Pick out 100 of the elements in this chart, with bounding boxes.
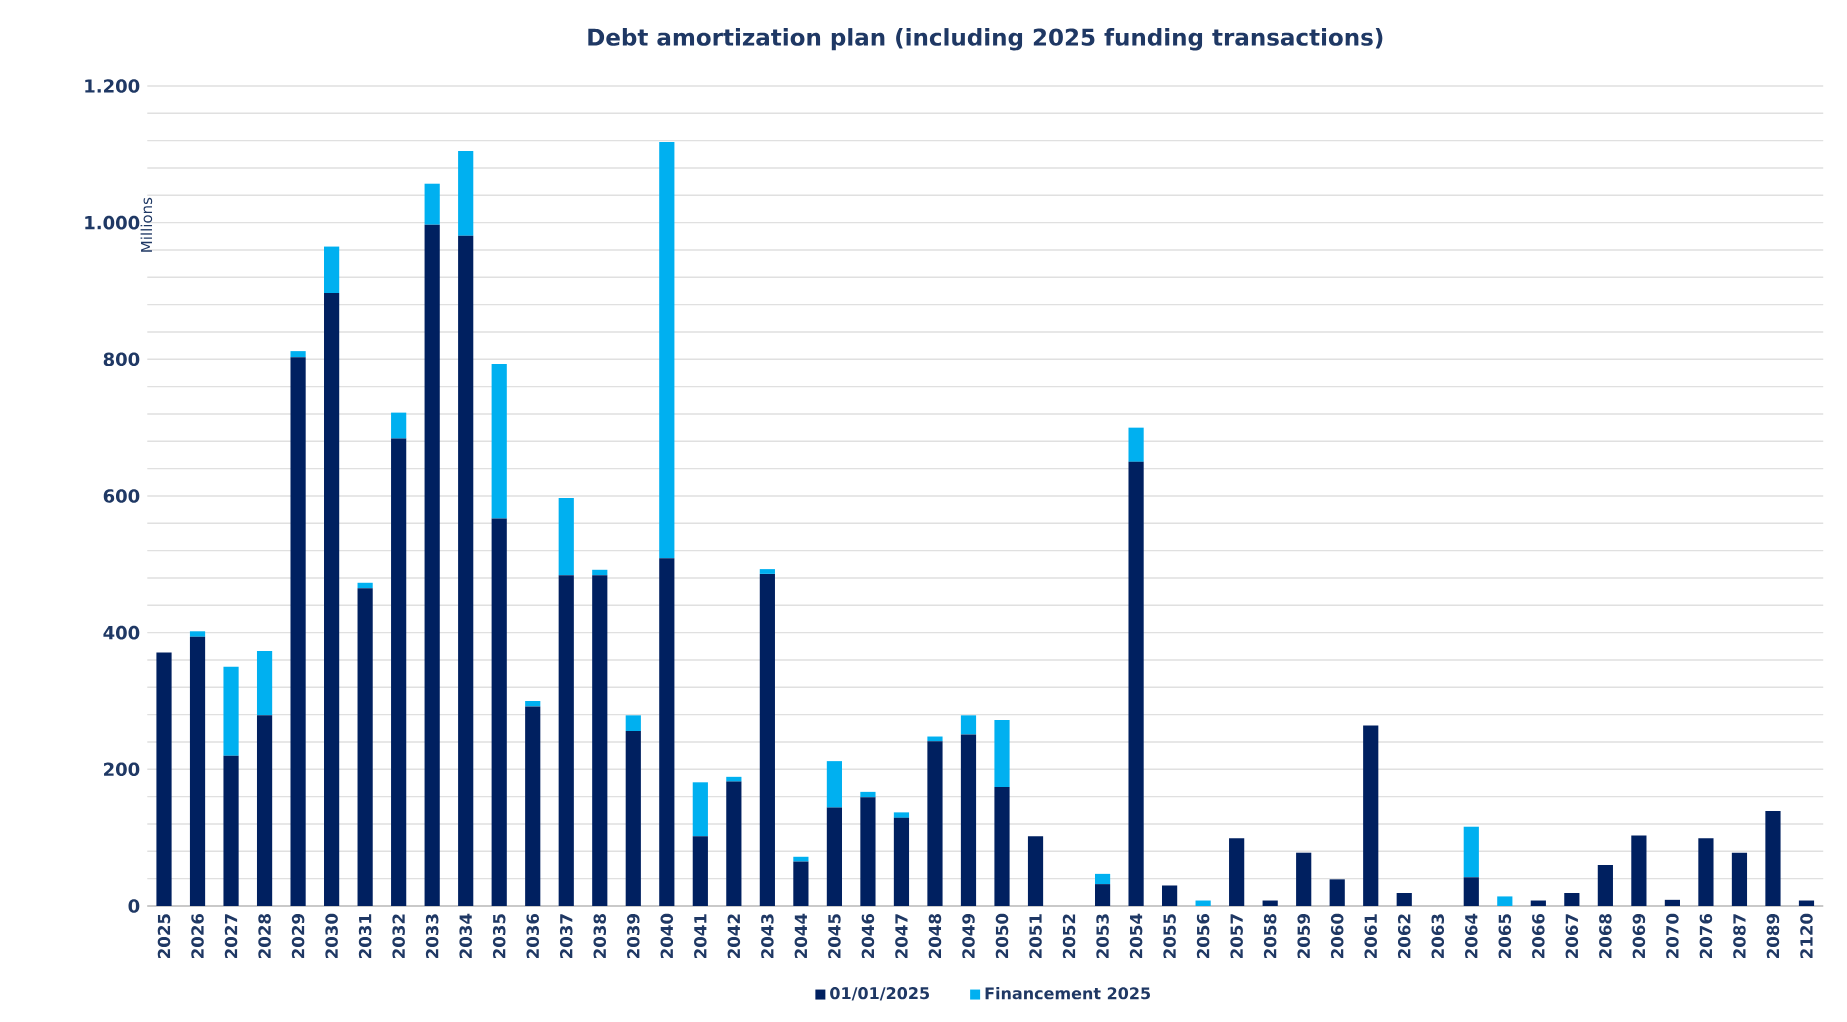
bar bbox=[458, 235, 474, 906]
bar bbox=[1229, 838, 1245, 906]
bar bbox=[1094, 884, 1111, 906]
x-tick-label: 2050 bbox=[995, 913, 1009, 958]
bar bbox=[189, 636, 206, 906]
x-tick-label: 2062 bbox=[1397, 914, 1411, 958]
x-tick-label: 2065 bbox=[1498, 914, 1512, 958]
bar bbox=[1329, 879, 1345, 906]
y-axis-title: Millions bbox=[140, 197, 153, 252]
bar bbox=[927, 741, 943, 906]
x-tick-label: 2054 bbox=[1129, 913, 1143, 958]
x-tick-label: 2027 bbox=[224, 914, 238, 958]
x-tick-label: 2051 bbox=[1029, 914, 1042, 958]
bar bbox=[156, 652, 172, 906]
bar bbox=[491, 518, 507, 906]
bar bbox=[960, 734, 977, 906]
bar bbox=[960, 715, 977, 735]
bar bbox=[759, 569, 775, 574]
bar bbox=[592, 569, 608, 576]
bar bbox=[592, 575, 608, 906]
x-tick-label: 2034 bbox=[459, 913, 472, 958]
x-tick-label: 2057 bbox=[1230, 914, 1243, 958]
bar bbox=[1463, 826, 1479, 878]
x-tick-label: 2028 bbox=[258, 914, 271, 958]
x-tick-label: 2035 bbox=[492, 914, 506, 958]
x-tick-label: 2038 bbox=[593, 914, 607, 958]
x-tick-label: 2033 bbox=[425, 914, 439, 958]
bar bbox=[1463, 877, 1479, 906]
x-tick-label: 2064 bbox=[1465, 913, 1478, 958]
bar bbox=[424, 183, 440, 225]
bar bbox=[1765, 811, 1781, 906]
x-tick-label: 2056 bbox=[1196, 913, 1210, 958]
x-tick-label: 2041 bbox=[694, 914, 707, 958]
x-tick-label: 2055 bbox=[1163, 914, 1176, 958]
x-tick-label: 2089 bbox=[1766, 914, 1780, 958]
bar bbox=[391, 412, 407, 439]
bar bbox=[458, 150, 474, 236]
x-tick-label: 2042 bbox=[727, 914, 741, 958]
bar bbox=[826, 761, 843, 808]
x-tick-label: 2029 bbox=[291, 914, 305, 958]
bar bbox=[1564, 893, 1580, 906]
x-tick-label: 2026 bbox=[191, 913, 204, 958]
bar bbox=[189, 631, 206, 637]
x-tick-label: 2047 bbox=[895, 914, 908, 958]
x-tick-label: 2025 bbox=[157, 914, 171, 958]
bar bbox=[759, 573, 775, 906]
x-tick-label: 2032 bbox=[392, 914, 405, 958]
x-tick-label: 2066 bbox=[1532, 913, 1545, 958]
chart-title: Debt amortization plan (including 2025 funding transactions) bbox=[588, 28, 1383, 51]
x-tick-label: 2058 bbox=[1263, 914, 1277, 958]
bar bbox=[491, 364, 507, 519]
bar bbox=[558, 575, 574, 906]
x-tick-label: 2070 bbox=[1666, 913, 1679, 958]
x-tick-label: 2030 bbox=[325, 913, 338, 958]
bar bbox=[994, 720, 1010, 788]
bar bbox=[256, 715, 273, 906]
x-tick-label: 2068 bbox=[1599, 914, 1612, 958]
x-tick-label: 2120 bbox=[1800, 913, 1813, 958]
bar bbox=[659, 142, 675, 559]
x-tick-label: 2045 bbox=[828, 914, 841, 958]
bar bbox=[826, 807, 843, 906]
bar bbox=[324, 293, 340, 906]
bar bbox=[424, 224, 440, 906]
y-tick-label: 400 bbox=[103, 625, 140, 640]
bar bbox=[1128, 461, 1144, 906]
x-tick-label: 2031 bbox=[358, 914, 372, 958]
x-tick-label: 2059 bbox=[1297, 914, 1310, 958]
x-tick-label: 2037 bbox=[559, 914, 573, 958]
y-tick-label: 0 bbox=[128, 899, 140, 913]
bar bbox=[290, 351, 306, 358]
bar bbox=[1731, 852, 1748, 906]
bar bbox=[256, 651, 273, 716]
bar bbox=[1530, 900, 1546, 906]
bar bbox=[659, 558, 675, 906]
bar bbox=[625, 731, 641, 906]
bar bbox=[1027, 836, 1044, 906]
y-tick-label: 800 bbox=[103, 352, 140, 367]
x-tick-label: 2061 bbox=[1364, 914, 1377, 958]
bar bbox=[223, 755, 239, 906]
bar bbox=[793, 856, 809, 862]
y-tick-label: 600 bbox=[103, 489, 140, 503]
y-tick-label: 1.200 bbox=[85, 79, 140, 93]
bar bbox=[893, 817, 910, 906]
bar bbox=[525, 706, 541, 906]
bar bbox=[1162, 885, 1178, 906]
bar bbox=[558, 498, 574, 576]
bar bbox=[726, 781, 742, 906]
x-tick-label: 2044 bbox=[794, 913, 808, 958]
bar bbox=[1698, 838, 1714, 906]
bar bbox=[1262, 900, 1278, 906]
bar bbox=[1631, 835, 1647, 906]
bar bbox=[860, 791, 876, 798]
bar bbox=[1296, 852, 1312, 906]
bar bbox=[793, 861, 809, 906]
bar bbox=[726, 776, 742, 782]
bar bbox=[1094, 873, 1111, 885]
bar bbox=[525, 700, 541, 707]
bar bbox=[692, 836, 708, 906]
x-tick-label: 2048 bbox=[928, 914, 942, 958]
bar bbox=[290, 357, 306, 906]
